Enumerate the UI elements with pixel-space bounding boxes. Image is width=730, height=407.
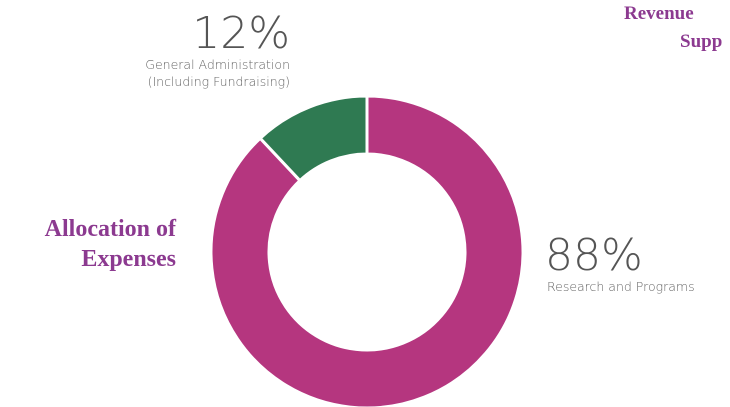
donut-segment [209, 94, 525, 407]
category-label: Research and Programs [547, 279, 695, 294]
cropped-heading-line: Supp [680, 31, 723, 52]
category-label: General Administration (Including Fundra… [145, 57, 290, 89]
value-label: 12% [192, 8, 290, 59]
chart-title: Allocation of Expenses [44, 216, 176, 272]
donut-segment [258, 94, 369, 183]
cropped-heading: Revenue Supp [560, 0, 730, 56]
cropped-heading-line: Revenue [624, 3, 694, 24]
value-label: 88% [545, 230, 643, 281]
